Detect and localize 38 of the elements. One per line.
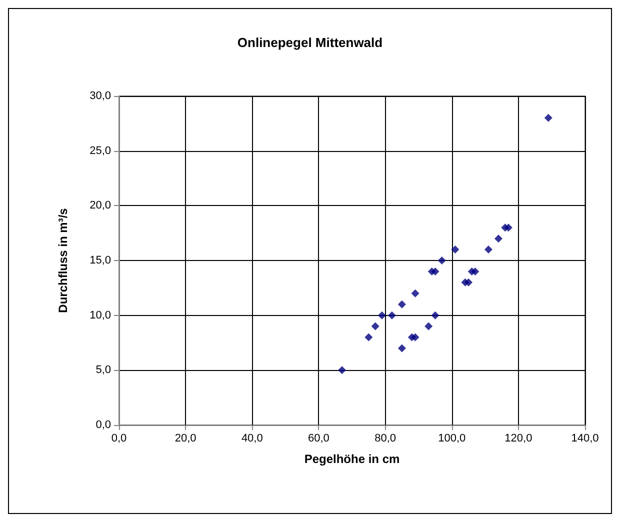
point <box>494 234 502 243</box>
x-tick-label: 40,0 <box>241 432 263 444</box>
y-tick-label: 5,0 <box>96 364 111 376</box>
y-tick-label: 15,0 <box>90 254 111 266</box>
point <box>464 278 472 286</box>
point <box>398 344 406 352</box>
x-axis-title: Pegelhöhe in cm <box>304 452 400 466</box>
point <box>411 289 420 298</box>
point <box>484 246 492 254</box>
point <box>451 246 460 254</box>
x-tick-label: 100,0 <box>438 432 466 444</box>
x-tick-label: 0,0 <box>111 432 127 444</box>
x-tick-label: 120,0 <box>504 432 532 444</box>
point <box>338 366 346 374</box>
point <box>371 322 380 330</box>
point <box>411 333 420 342</box>
point <box>398 300 406 308</box>
point <box>431 311 440 320</box>
point <box>424 322 433 330</box>
point <box>471 267 480 276</box>
point <box>388 311 396 320</box>
y-tick-label: 30,0 <box>90 90 111 102</box>
point <box>378 311 386 320</box>
x-tick-label: 20,0 <box>174 432 196 444</box>
x-tick-label: 140,0 <box>571 432 599 444</box>
point <box>431 267 440 276</box>
y-tick-label: 20,0 <box>90 200 111 212</box>
point <box>544 114 552 122</box>
point <box>438 256 446 264</box>
x-tick-label: 80,0 <box>374 432 396 444</box>
y-tick-label: 10,0 <box>90 309 111 322</box>
point <box>504 224 512 232</box>
y-axis-title: Durchfluss in m³/s <box>56 208 70 313</box>
chart-title: Onlinepegel Mittenwald <box>237 35 383 50</box>
point <box>364 333 373 342</box>
y-tick-label: 25,0 <box>90 144 111 157</box>
x-tick-label: 60,0 <box>308 432 330 444</box>
y-tick-label: 0,0 <box>96 419 111 431</box>
